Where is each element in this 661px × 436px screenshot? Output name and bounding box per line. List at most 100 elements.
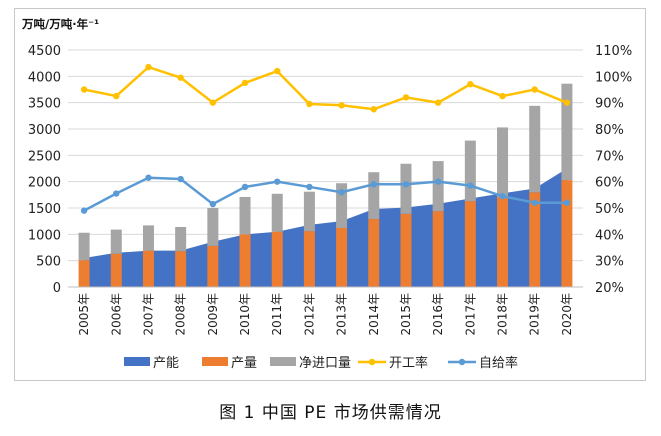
self-sufficiency-point	[306, 183, 313, 191]
y2-tick-label: 30%	[595, 255, 624, 270]
y-tick-label: 2500	[28, 149, 61, 164]
legend-marker	[368, 358, 376, 366]
y-tick-label: 4000	[28, 70, 61, 85]
production-bar	[368, 219, 380, 287]
net-import-bar	[271, 193, 283, 232]
x-tick-label: 2011年	[270, 293, 284, 336]
legend-label: 净进口量	[299, 356, 351, 371]
operating-rate-point	[80, 86, 88, 93]
y-tick-label: 3500	[28, 97, 61, 112]
production-bar	[561, 180, 573, 287]
legend-swatch	[270, 357, 296, 366]
production-bar	[432, 211, 444, 287]
production-bar	[336, 228, 348, 287]
net-import-bar	[207, 208, 219, 246]
operating-rate-point	[499, 92, 506, 100]
self-sufficiency-point	[370, 181, 377, 188]
production-bar	[78, 260, 90, 287]
y2-tick-label: 20%	[595, 281, 624, 296]
legend-swatch	[124, 357, 150, 366]
net-import-bar	[400, 163, 412, 214]
operating-rate-point	[434, 99, 442, 106]
y-tick-label: 4500	[28, 44, 61, 59]
production-bar	[464, 201, 476, 287]
net-import-bar	[78, 232, 90, 261]
operating-rate-point	[274, 67, 281, 75]
net-import-bar	[464, 140, 476, 202]
self-sufficiency-point	[563, 199, 571, 206]
operating-rate-line	[83, 65, 568, 111]
self-sufficiency-line	[83, 176, 567, 212]
legend-label: 产能	[153, 356, 179, 371]
operating-rate-point	[209, 99, 217, 106]
y2-tick-label: 80%	[595, 123, 624, 138]
y2-tick-label: 40%	[595, 228, 624, 243]
operating-rate-point	[402, 94, 410, 101]
x-tick-label: 2018年	[496, 293, 510, 336]
bars	[78, 83, 573, 287]
production-bar	[400, 213, 412, 287]
x-tick-label: 2009年	[206, 293, 220, 336]
x-tick-label: 2007年	[141, 293, 155, 336]
legend-label: 开工率	[389, 355, 428, 371]
y-axis-unit-label: 万吨/万吨·年⁻¹	[21, 17, 99, 31]
operating-rate-point	[370, 106, 377, 113]
operating-rate-point	[338, 102, 345, 109]
axes: 0 500 1000 1500 2000 2500 3000 3500 4000 4500 20% 3…	[28, 44, 632, 336]
y-tick-label: 3000	[28, 123, 61, 138]
legend-label: 自给率	[479, 355, 518, 371]
production-bar	[529, 192, 541, 287]
operating-rate-point	[241, 79, 249, 87]
y2-tick-label: 50%	[595, 202, 624, 217]
production-bar	[207, 245, 219, 287]
operating-rate-point	[467, 81, 474, 88]
net-import-bar	[239, 196, 251, 235]
self-sufficiency-point	[209, 200, 217, 208]
production-bar	[271, 231, 283, 287]
x-tick-label: 2006年	[109, 293, 123, 336]
operating-rate-point	[563, 99, 571, 106]
x-tick-label: 2010年	[238, 293, 252, 336]
legend: 产能 产量 净进口量 开工率 自给率	[124, 355, 518, 371]
x-tick-label: 2013年	[335, 293, 349, 336]
x-tick-label: 2016年	[431, 293, 445, 336]
net-import-bar	[529, 105, 541, 193]
net-import-bar	[175, 226, 187, 252]
net-import-bar	[497, 127, 509, 198]
self-sufficiency-point	[113, 190, 120, 197]
net-import-bar	[561, 83, 573, 181]
net-import-bar	[142, 225, 154, 251]
self-sufficiency-point	[241, 183, 249, 191]
self-sufficiency-point	[434, 178, 442, 185]
self-sufficiency-point	[80, 207, 88, 214]
production-bar	[110, 253, 122, 287]
y2-tick-label: 100%	[595, 70, 632, 85]
self-sufficiency-point	[499, 192, 506, 200]
x-tick-label: 2019年	[528, 293, 542, 336]
x-tick-label: 2015年	[399, 293, 413, 336]
y2-tick-label: 110%	[595, 44, 632, 59]
production-bar	[239, 234, 251, 287]
capacity-area	[84, 168, 567, 287]
self-sufficiency-point	[338, 189, 345, 196]
x-tick-label: 2014年	[367, 293, 381, 336]
production-bar	[303, 231, 315, 287]
x-tick-label: 2005年	[77, 293, 91, 336]
operating-rate-point	[531, 86, 538, 93]
capacity-area-shape	[84, 168, 567, 287]
net-import-bar	[368, 172, 380, 220]
net-import-bar	[432, 161, 444, 212]
self-sufficiency-point	[467, 182, 474, 189]
legend-marker	[458, 358, 466, 366]
operating-rate-point	[113, 92, 120, 100]
self-sufficiency-point	[531, 199, 538, 206]
operating-rate-point	[177, 74, 184, 81]
net-import-bar	[303, 191, 315, 232]
rate-lines	[80, 63, 571, 214]
self-sufficiency-point	[274, 178, 281, 185]
production-bar	[497, 197, 509, 287]
net-import-bar	[336, 183, 348, 229]
y2-tick-label: 60%	[595, 176, 624, 191]
y-tick-label: 1000	[28, 228, 61, 243]
net-import-bar	[110, 229, 122, 254]
